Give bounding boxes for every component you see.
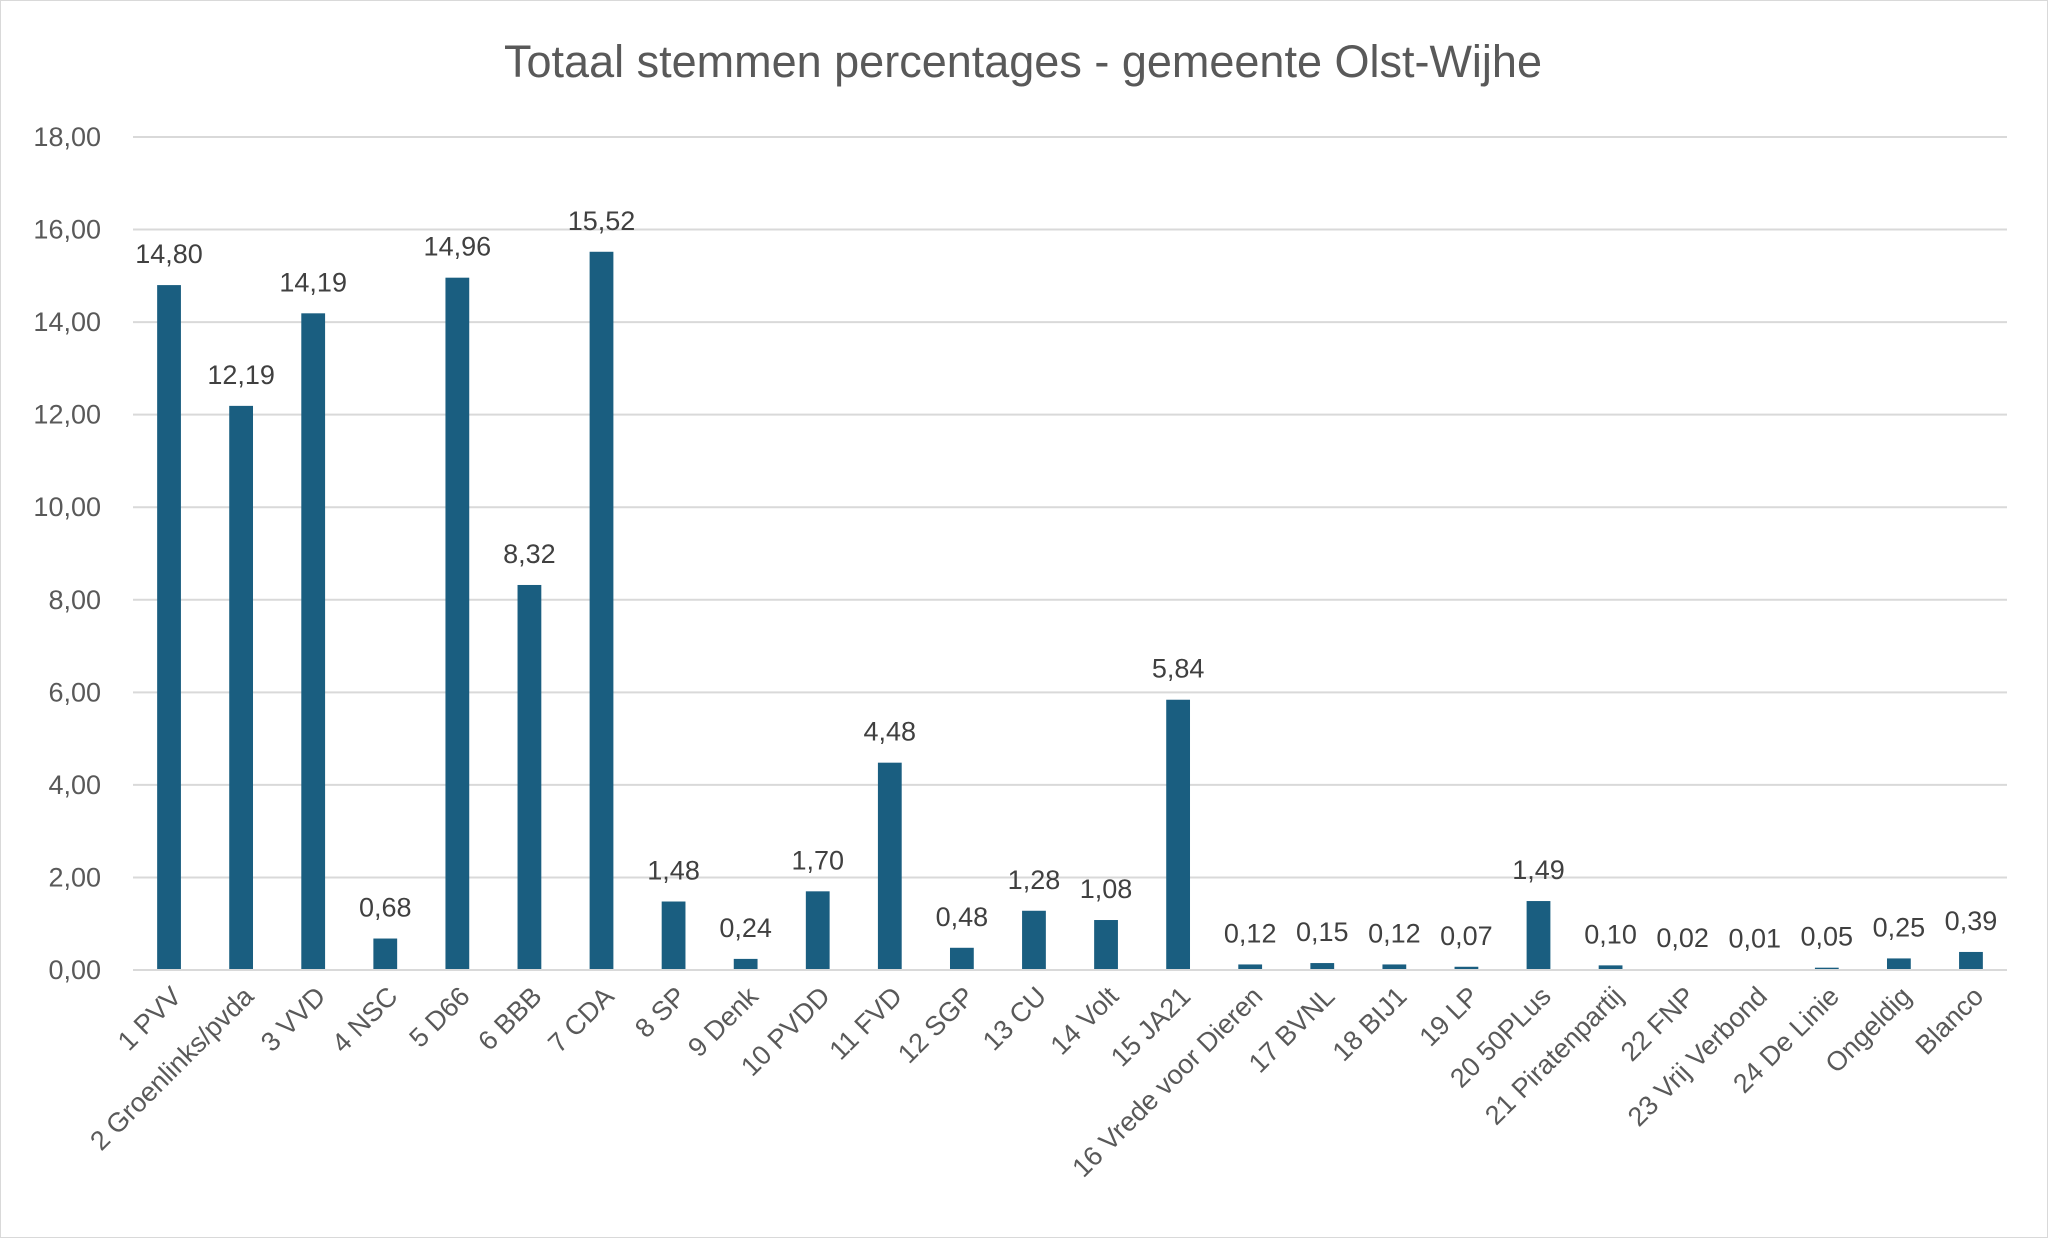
y-tick-label: 10,00	[33, 492, 101, 522]
data-label: 0,25	[1873, 912, 1926, 942]
x-tick-label: 18 BIJ1	[1327, 981, 1413, 1067]
bar	[733, 958, 758, 970]
bar	[1094, 920, 1118, 970]
y-tick-label: 12,00	[33, 400, 101, 430]
bar	[517, 584, 542, 970]
data-label: 14,19	[279, 267, 347, 297]
x-tick-label: 8 SP	[629, 981, 692, 1044]
bar	[1886, 958, 1911, 970]
bar	[1814, 967, 1839, 970]
x-tick-label: 4 NSC	[326, 981, 403, 1058]
data-label: 0,10	[1584, 919, 1637, 949]
bar	[1022, 910, 1046, 970]
bar	[589, 251, 614, 970]
bar	[229, 405, 254, 970]
chart-title: Totaal stemmen percentages - gemeente Ol…	[504, 36, 1542, 87]
bar	[1310, 963, 1335, 970]
bar	[1238, 964, 1263, 970]
bars	[157, 251, 1983, 971]
y-axis-tick-labels: 0,00 2,00 4,00 6,00 8,00 10,00 12,00 14,00 16,00…	[33, 122, 101, 985]
data-label: 5,84	[1152, 654, 1205, 684]
bar	[1526, 901, 1551, 970]
bar	[805, 891, 830, 970]
bar	[661, 901, 686, 970]
bar	[301, 313, 326, 970]
data-label: 12,19	[207, 360, 275, 390]
bar	[445, 277, 470, 970]
y-tick-label: 2,00	[48, 862, 101, 892]
data-label: 0,39	[1945, 906, 1998, 936]
bar	[1959, 951, 1983, 970]
x-tick-label: 12 SGP	[892, 981, 980, 1069]
x-tick-label: 3 VVD	[255, 981, 331, 1057]
data-label: 0,15	[1296, 917, 1349, 947]
bar	[949, 947, 974, 970]
y-tick-label: 8,00	[48, 585, 101, 615]
y-tick-label: 14,00	[33, 307, 101, 337]
x-tick-label: 13 CU	[977, 981, 1052, 1056]
data-labels: 14,80 12,19 14,19 0,68 14,96 8,32 15,52 1,48 0,2…	[135, 206, 1997, 954]
data-label: 0,05	[1801, 922, 1854, 952]
x-tick-label: 7 CDA	[542, 981, 619, 1058]
bar	[1166, 699, 1191, 970]
y-tick-label: 18,00	[33, 122, 101, 152]
x-tick-label: 6 BBB	[472, 981, 547, 1056]
bar	[373, 938, 398, 970]
x-tick-label: Blanco	[1910, 981, 1990, 1061]
data-label: 14,80	[135, 239, 203, 269]
data-label: 0,12	[1224, 918, 1277, 948]
data-label: 0,68	[359, 893, 412, 923]
data-label: 15,52	[568, 206, 636, 236]
data-label: 14,96	[424, 232, 492, 262]
data-label: 1,28	[1008, 865, 1061, 895]
y-tick-label: 4,00	[48, 770, 101, 800]
data-label: 8,32	[503, 539, 556, 569]
bar	[877, 762, 902, 970]
data-label: 0,12	[1368, 918, 1421, 948]
bar	[157, 285, 181, 971]
gridlines	[133, 136, 2007, 879]
data-label: 0,48	[936, 902, 989, 932]
bar	[1598, 965, 1623, 970]
data-label: 0,24	[719, 913, 772, 943]
bar	[1454, 966, 1479, 970]
x-tick-label: 11 FVD	[824, 981, 909, 1066]
data-label: 0,02	[1656, 923, 1709, 953]
y-tick-label: 6,00	[48, 677, 101, 707]
data-label: 0,01	[1728, 924, 1781, 954]
x-tick-label: 5 D66	[403, 981, 475, 1053]
y-tick-label: 16,00	[33, 215, 101, 245]
data-label: 0,07	[1440, 921, 1493, 951]
data-label: 1,49	[1512, 855, 1565, 885]
data-label: 4,48	[864, 717, 917, 747]
bar	[1382, 964, 1407, 970]
data-label: 1,08	[1080, 874, 1133, 904]
data-label: 1,48	[647, 856, 700, 886]
data-label: 1,70	[791, 845, 844, 875]
y-tick-label: 0,00	[48, 955, 101, 985]
